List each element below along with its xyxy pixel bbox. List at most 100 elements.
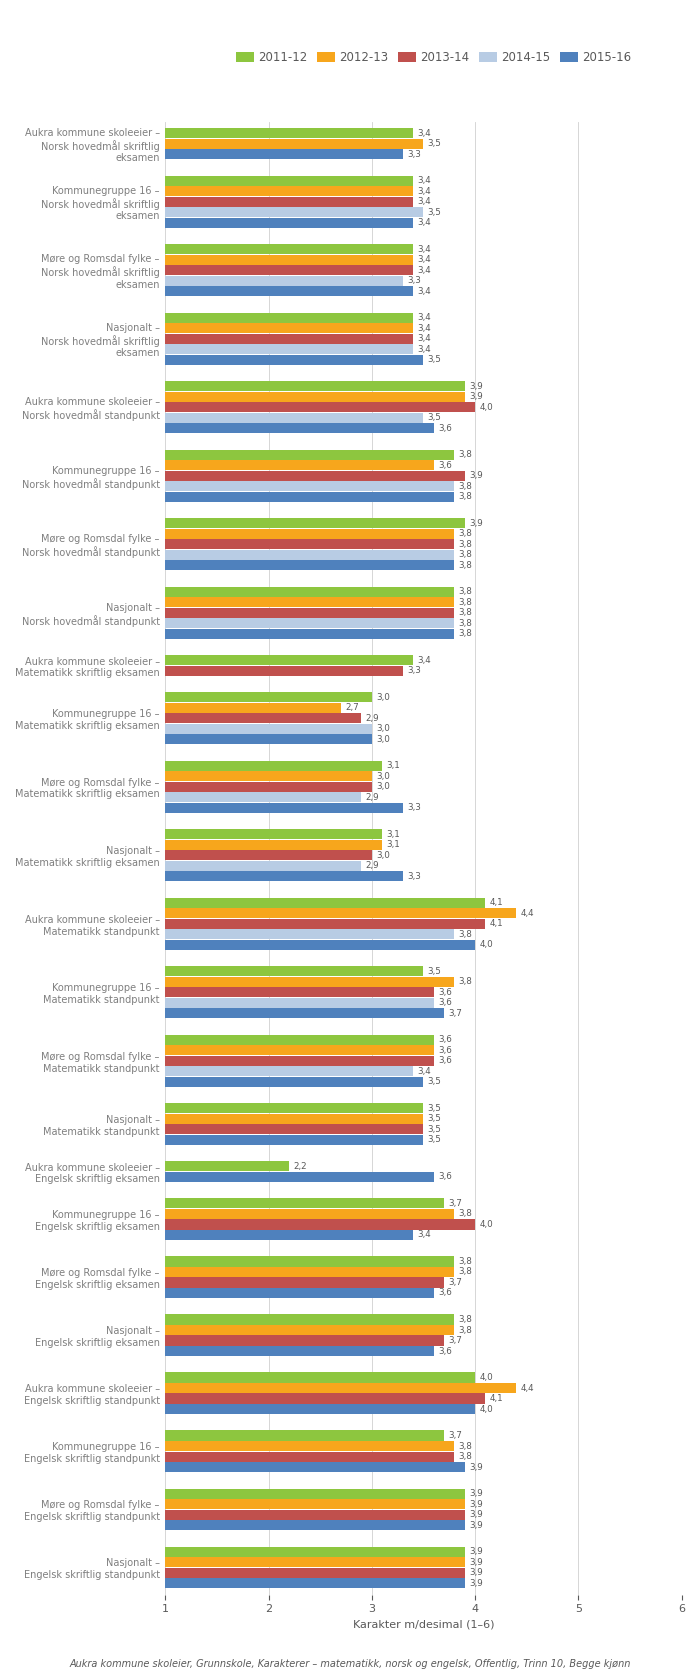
Text: 3,3: 3,3	[407, 276, 421, 286]
Bar	[165, 630, 454, 640]
Bar	[165, 1256, 454, 1266]
Bar	[165, 149, 402, 159]
Text: 3,4: 3,4	[417, 334, 431, 344]
Bar	[165, 967, 424, 977]
Bar	[165, 392, 465, 402]
Text: 4,4: 4,4	[520, 908, 534, 918]
Text: 3,9: 3,9	[469, 1463, 482, 1471]
Bar	[165, 618, 454, 628]
Bar	[165, 1278, 444, 1288]
Text: 3,4: 3,4	[417, 187, 431, 195]
Text: 2,9: 2,9	[365, 862, 379, 870]
Text: 3,6: 3,6	[438, 999, 452, 1007]
Text: 3,7: 3,7	[448, 1009, 462, 1019]
Text: 3,5: 3,5	[428, 1104, 442, 1112]
Bar	[165, 1045, 434, 1055]
Bar	[165, 185, 413, 195]
Bar	[165, 655, 413, 665]
Bar	[165, 1114, 424, 1124]
Bar	[165, 782, 372, 792]
Bar	[165, 1346, 434, 1356]
Text: 2,9: 2,9	[365, 793, 379, 802]
Text: 3,3: 3,3	[407, 803, 421, 812]
Bar	[165, 197, 413, 207]
Bar	[165, 207, 424, 217]
Bar	[165, 1556, 465, 1566]
Bar	[165, 402, 475, 412]
Bar	[165, 1009, 444, 1019]
Text: 2,9: 2,9	[365, 713, 379, 723]
Text: 3,9: 3,9	[469, 1558, 482, 1566]
Text: 3,9: 3,9	[469, 1510, 482, 1520]
Text: 3,4: 3,4	[417, 256, 431, 264]
Text: 3,6: 3,6	[438, 1346, 452, 1356]
Text: 3,8: 3,8	[458, 493, 472, 501]
Text: 3,8: 3,8	[458, 539, 472, 549]
Bar	[165, 256, 413, 266]
Bar	[165, 1124, 424, 1134]
Text: Aukra kommune skoleier, Grunnskole, Karakterer – matematikk, norsk og engelsk, O: Aukra kommune skoleier, Grunnskole, Kara…	[69, 1658, 631, 1668]
Bar	[165, 762, 382, 772]
Bar	[165, 1077, 424, 1087]
Legend: 2011-12, 2012-13, 2013-14, 2014-15, 2015-16: 2011-12, 2012-13, 2013-14, 2014-15, 2015…	[231, 47, 636, 68]
Text: 3,6: 3,6	[438, 1057, 452, 1065]
Bar	[165, 1461, 465, 1471]
Bar	[165, 898, 485, 908]
Text: 3,9: 3,9	[469, 1500, 482, 1508]
Text: 3,4: 3,4	[417, 266, 431, 276]
Text: 3,4: 3,4	[417, 656, 431, 665]
Bar	[165, 1568, 465, 1578]
Text: 3,1: 3,1	[386, 840, 400, 850]
Text: 3,7: 3,7	[448, 1278, 462, 1288]
Bar	[165, 276, 402, 286]
Bar	[165, 1055, 434, 1065]
Bar	[165, 1441, 454, 1451]
Bar	[165, 1314, 454, 1324]
Text: 3,9: 3,9	[469, 1521, 482, 1530]
Text: 4,1: 4,1	[489, 1394, 503, 1403]
Text: 3,6: 3,6	[438, 1289, 452, 1298]
Text: 3,0: 3,0	[376, 735, 390, 743]
Bar	[165, 1451, 454, 1461]
Bar	[165, 919, 485, 929]
Bar	[165, 1336, 444, 1346]
Bar	[165, 518, 465, 528]
Bar	[165, 1035, 434, 1045]
Bar	[165, 1578, 465, 1588]
Text: 2,7: 2,7	[345, 703, 358, 713]
Bar	[165, 872, 402, 882]
Bar	[165, 412, 424, 423]
Text: 3,5: 3,5	[428, 356, 442, 364]
Text: 3,9: 3,9	[469, 382, 482, 391]
Bar	[165, 999, 434, 1009]
Bar	[165, 693, 372, 703]
Bar	[165, 1383, 517, 1393]
Text: 3,0: 3,0	[376, 725, 390, 733]
Bar	[165, 324, 413, 334]
Text: 3,0: 3,0	[376, 772, 390, 782]
X-axis label: Karakter m/desimal (1–6): Karakter m/desimal (1–6)	[353, 1620, 494, 1630]
Text: 3,3: 3,3	[407, 666, 421, 675]
Bar	[165, 723, 372, 733]
Text: 3,8: 3,8	[458, 1451, 472, 1461]
Bar	[165, 772, 372, 782]
Text: 4,0: 4,0	[480, 1404, 493, 1413]
Bar	[165, 1209, 454, 1219]
Text: 3,5: 3,5	[428, 207, 442, 217]
Bar	[165, 666, 402, 676]
Bar	[165, 1393, 485, 1403]
Bar	[165, 1172, 434, 1182]
Text: 3,9: 3,9	[469, 392, 482, 401]
Bar	[165, 930, 454, 940]
Bar	[165, 850, 372, 860]
Text: 3,7: 3,7	[448, 1431, 462, 1440]
Bar	[165, 840, 382, 850]
Text: 3,8: 3,8	[458, 481, 472, 491]
Bar	[165, 461, 434, 471]
Text: 3,8: 3,8	[458, 1268, 472, 1276]
Bar	[165, 1510, 465, 1520]
Bar	[165, 1067, 413, 1077]
Bar	[165, 830, 382, 840]
Bar	[165, 1161, 289, 1171]
Text: 3,8: 3,8	[458, 1258, 472, 1266]
